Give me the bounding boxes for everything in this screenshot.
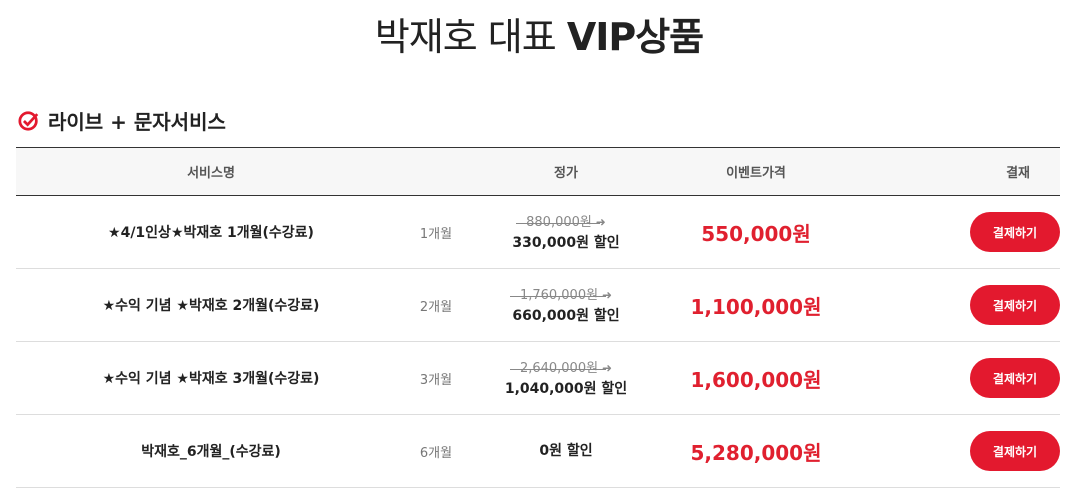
- original-price-text: 880,000원: [526, 214, 592, 230]
- table-row: ★수익 기념 ★박재호 3개월(수강료) 3개월 2,640,000원 ➜ 1,04…: [16, 342, 1060, 415]
- period: 3개월: [419, 372, 453, 388]
- pay-button[interactable]: 결제하기: [970, 431, 1060, 471]
- service-name: ★수익 기념 ★박재호 2개월(수강료): [102, 298, 320, 314]
- payment-cell: 결제하기: [846, 342, 1060, 415]
- pay-button[interactable]: 결제하기: [970, 358, 1060, 398]
- original-price-text: 2,640,000원: [519, 360, 599, 376]
- discount: 0원 할인: [539, 443, 593, 459]
- pay-button[interactable]: 결제하기: [970, 285, 1060, 325]
- event-price: 5,280,000원: [690, 440, 822, 465]
- table-row: ★수익 기념 ★박재호 2개월(수강료) 2개월 1,760,000원 ➜ 660,…: [16, 269, 1060, 342]
- title-bold: VIP상품: [566, 15, 704, 59]
- list-price-cell: 880,000원 ➜ 330,000원 할인: [466, 196, 666, 269]
- table-row: ★4/1인상★박재호 1개월(수강료) 1개월 880,000원 ➜ 330,000…: [16, 196, 1060, 269]
- table-header: 서비스명 정가 이벤트가격 결재: [16, 147, 1060, 196]
- discount: 660,000원 할인: [512, 307, 620, 324]
- check-circle-icon: [18, 110, 39, 131]
- title-light: 박재호 대표: [374, 15, 557, 59]
- arrow-right-icon: ➜: [602, 287, 613, 302]
- event-price: 1,100,000원: [690, 294, 822, 319]
- header-payment: 결재: [1006, 166, 1030, 181]
- event-price: 1,600,000원: [690, 367, 822, 392]
- arrow-right-icon: ➜: [602, 360, 613, 375]
- list-price-cell: 0원 할인: [466, 415, 666, 488]
- product-table: 서비스명 정가 이벤트가격 결재 ★4/1인상★박재호 1개월(수강료) 1개월…: [16, 147, 1060, 488]
- payment-cell: 결제하기: [846, 269, 1060, 342]
- header-event-price: 이벤트가격: [726, 166, 786, 181]
- section-title: 라이브 + 문자서비스: [48, 110, 226, 134]
- period: 2개월: [419, 299, 453, 315]
- discount: 330,000원 할인: [512, 234, 620, 251]
- page-title: 박재호 대표 VIP상품: [0, 6, 1078, 61]
- original-price: 2,640,000원 ➜: [509, 359, 613, 379]
- event-price: 550,000원: [701, 221, 811, 246]
- original-price: 880,000원 ➜: [516, 213, 606, 233]
- service-name: ★수익 기념 ★박재호 3개월(수강료): [102, 371, 320, 387]
- discount: 1,040,000원 할인: [504, 380, 628, 397]
- period: 1개월: [419, 226, 453, 242]
- pay-button[interactable]: 결제하기: [970, 212, 1060, 252]
- table-row: 박재호_6개월_(수강료) 6개월 0원 할인 5,280,000원 결제하기: [16, 415, 1060, 488]
- payment-cell: 결제하기: [846, 196, 1060, 269]
- period: 6개월: [419, 445, 453, 461]
- original-price-text: 1,760,000원: [519, 287, 599, 303]
- header-name: 서비스명: [187, 166, 235, 181]
- service-name: ★4/1인상★박재호 1개월(수강료): [108, 225, 314, 241]
- list-price-cell: 1,760,000원 ➜ 660,000원 할인: [466, 269, 666, 342]
- section-header: 라이브 + 문자서비스: [18, 106, 226, 135]
- header-list-price: 정가: [554, 166, 578, 181]
- list-price-cell: 2,640,000원 ➜ 1,040,000원 할인: [466, 342, 666, 415]
- service-name: 박재호_6개월_(수강료): [141, 444, 281, 460]
- payment-cell: 결제하기: [846, 415, 1060, 488]
- header-period: [406, 148, 466, 196]
- arrow-right-icon: ➜: [595, 214, 606, 229]
- original-price: 1,760,000원 ➜: [509, 286, 613, 306]
